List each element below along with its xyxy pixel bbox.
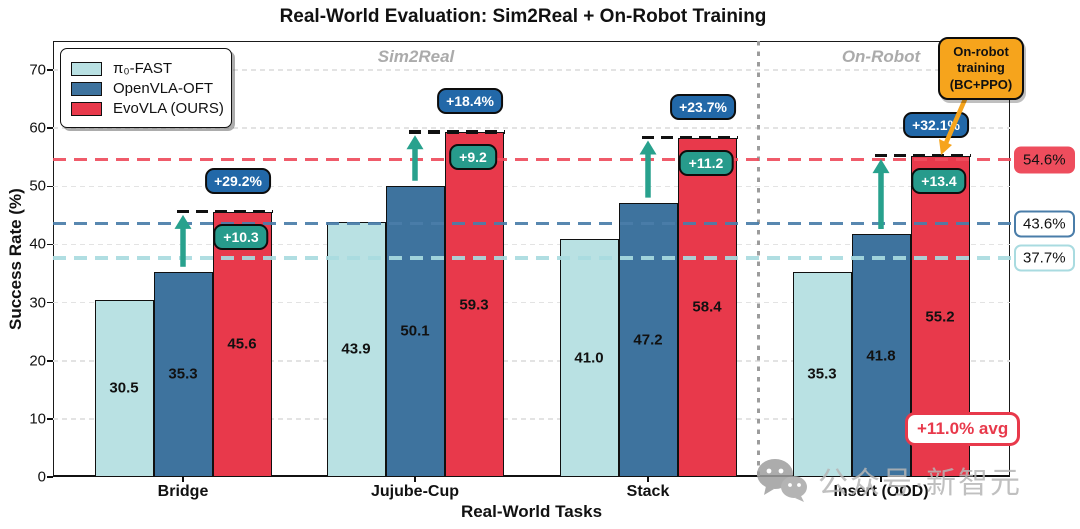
x-tick-mark-insert-ood — [880, 477, 882, 482]
target-dash-jujube-cup — [409, 130, 505, 134]
ref-line-37.7 — [53, 256, 1020, 260]
legend-label-fast: π₀-FAST — [113, 60, 173, 77]
y-tick-mark-30 — [47, 301, 53, 304]
bar-openvla-oft-jujube-cup — [385, 185, 445, 477]
y-tick-label-40: 40 — [29, 235, 46, 253]
legend-item-evovla-ours: EvoVLA (OURS) — [71, 100, 224, 117]
gain-pct-badge-insert-ood: +32.1% — [903, 112, 969, 139]
bar-value-evovla-ours-insert-ood: 55.2 — [925, 308, 955, 326]
ref-line-54.6 — [53, 157, 1020, 162]
gain-pct-badge-jujube-cup: +18.4% — [437, 88, 503, 115]
gridline-30 — [53, 301, 1010, 304]
gridline-50 — [53, 185, 1010, 188]
x-axis-label: Real-World Tasks — [460, 502, 603, 521]
bar-value-openvla-oft-stack: 47.2 — [633, 331, 663, 349]
y-tick-mark-20 — [47, 359, 53, 362]
x-tick-label-insert-ood: Insert (OOD) — [833, 483, 929, 500]
legend-label-openvla-oft: OpenVLA-OFT — [113, 80, 214, 97]
gridline-70 — [53, 69, 1010, 71]
y-tick-label-50: 50 — [29, 177, 46, 195]
gridline-10 — [53, 418, 1010, 420]
section-label-sim2real: Sim2Real — [377, 47, 455, 66]
y-tick-mark-60 — [47, 127, 53, 129]
bar-evovla-ours-stack — [677, 137, 737, 477]
y-tick-label-0: 0 — [37, 468, 46, 486]
bar-fast-insert-ood — [792, 271, 852, 477]
gridline-60 — [53, 127, 1010, 129]
bar-value-fast-stack: 41.0 — [574, 349, 604, 367]
chart-title: Real-World Evaluation: Sim2Real + On-Rob… — [279, 6, 767, 27]
legend-label-evovla-ours: EvoVLA (OURS) — [113, 100, 224, 117]
bar-value-openvla-oft-insert-ood: 41.8 — [866, 347, 896, 364]
x-tick-label-stack: Stack — [626, 483, 670, 500]
bar-fast-stack — [559, 238, 619, 477]
gain-pct-badge-bridge: +29.2% — [205, 167, 271, 194]
bar-value-evovla-ours-jujube-cup: 59.3 — [459, 296, 489, 314]
x-tick-mark-bridge — [182, 477, 184, 482]
bar-value-openvla-oft-bridge: 35.3 — [168, 365, 198, 383]
legend-item-openvla-oft: OpenVLA-OFT — [71, 80, 221, 97]
gridline-40 — [53, 243, 1010, 246]
gain-abs-badge-stack: +11.2 — [678, 149, 734, 176]
bar-openvla-oft-stack — [618, 202, 678, 477]
target-dash-insert-ood — [875, 154, 971, 158]
bar-value-openvla-oft-jujube-cup: 50.1 — [400, 322, 430, 340]
ref-line-43.6 — [53, 221, 1020, 226]
legend-item-fast: π₀-FAST — [71, 60, 221, 77]
callout-line-1: On-robot — [953, 44, 1009, 59]
ref-badge-37.7: 37.7% — [1014, 244, 1075, 272]
target-dash-stack — [642, 135, 738, 139]
gain-abs-badge-jujube-cup: +9.2 — [449, 144, 497, 171]
bar-value-fast-bridge: 30.5 — [109, 379, 139, 397]
bar-fast-jujube-cup — [326, 221, 386, 477]
legend-swatch-fast — [71, 61, 102, 76]
callout-line-2: training — [957, 60, 1005, 76]
bar-value-fast-insert-ood: 35.3 — [807, 365, 837, 383]
callout-line-3: (BC+PPO) — [949, 76, 1013, 92]
legend: π₀-FAST OpenVLA-OFT EvoVLA (OURS) — [60, 48, 232, 128]
y-tick-label-20: 20 — [29, 352, 46, 370]
ref-badge-43.6: 43.6% — [1014, 210, 1075, 238]
x-tick-label-bridge: Bridge — [157, 483, 209, 500]
y-tick-mark-0 — [47, 476, 53, 478]
legend-swatch-openvla-oft — [71, 81, 102, 96]
gain-pct-badge-stack: +23.7% — [670, 93, 736, 120]
x-tick-mark-stack — [647, 477, 649, 482]
section-label-on-robot: On-Robot — [841, 47, 921, 66]
gridline-20 — [53, 359, 1010, 362]
y-tick-label-30: 30 — [29, 294, 46, 312]
on-robot-training-callout: On-robot training (BC+PPO) — [938, 37, 1024, 100]
y-tick-mark-70 — [47, 69, 53, 71]
bar-value-evovla-ours-stack: 58.4 — [692, 298, 722, 316]
target-dash-bridge — [177, 209, 273, 214]
x-tick-mark-jujube-cup — [414, 477, 416, 482]
average-gain-badge: +11.0% avg — [905, 412, 1021, 446]
y-tick-mark-40 — [47, 243, 53, 246]
bar-value-fast-jujube-cup: 43.9 — [341, 340, 371, 358]
y-tick-mark-10 — [47, 418, 53, 420]
bar-openvla-oft-bridge — [153, 271, 213, 477]
bar-openvla-oft-insert-ood — [851, 234, 911, 477]
y-tick-label-70: 70 — [29, 61, 46, 79]
x-tick-label-jujube-cup: Jujube-Cup — [371, 483, 459, 500]
gain-abs-badge-bridge: +10.3 — [213, 223, 269, 250]
gain-abs-badge-insert-ood: +13.4 — [911, 168, 967, 195]
bar-value-evovla-ours-bridge: 45.6 — [227, 335, 257, 353]
legend-swatch-evovla-ours — [71, 101, 102, 116]
ref-badge-54.6: 54.6% — [1014, 146, 1075, 174]
y-tick-label-10: 10 — [29, 410, 46, 428]
bar-fast-bridge — [94, 299, 154, 477]
y-tick-mark-50 — [47, 185, 53, 188]
y-tick-label-60: 60 — [29, 119, 46, 137]
